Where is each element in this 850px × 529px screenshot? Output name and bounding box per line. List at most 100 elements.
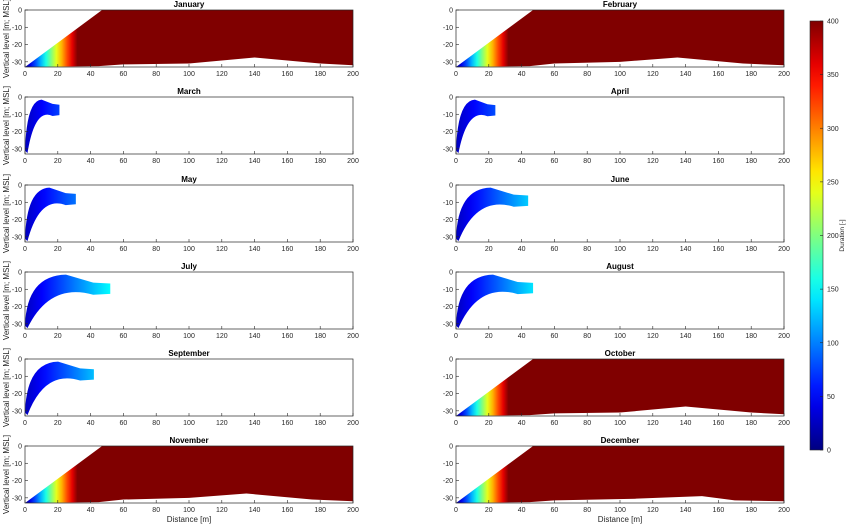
x-tick-label: 60	[551, 246, 559, 253]
colorbar-tick-label: 200	[827, 233, 839, 240]
x-tick-label: 100	[614, 158, 626, 165]
duration-plume	[456, 99, 496, 154]
x-tick-label: 80	[583, 71, 591, 78]
panel-december: 0 20 40 60 80 100 120 140 160 180 200 0 -10 -20 -30 Dec…	[443, 436, 790, 524]
panel-title: January	[174, 0, 205, 9]
panel-november: 0 20 40 60 80 100 120 140 160 180 200 0 -10 -20 -30 Nov…	[2, 435, 359, 524]
y-tick-label: -10	[12, 374, 22, 381]
x-tick-label: 20	[54, 158, 62, 165]
panel-february: 0 20 40 60 80 100 120 140 160 180 200 0 -10 -20 -30 Feb…	[443, 0, 790, 78]
x-tick-label: 0	[454, 71, 458, 78]
y-tick-label: -30	[12, 146, 22, 153]
x-tick-label: 40	[518, 246, 526, 253]
x-tick-label: 20	[485, 71, 493, 78]
y-axis-label: Vertical level [m; MSL]	[2, 261, 11, 340]
duration-plume	[456, 187, 529, 242]
x-tick-label: 200	[778, 507, 790, 514]
x-tick-label: 40	[87, 420, 95, 427]
x-tick-label: 20	[485, 333, 493, 340]
panels: 0 20 40 60 80 100 120 140 160 180 2000-10-20-30Jan…	[2, 0, 790, 524]
y-axis-label: Vertical level [m; MSL]	[2, 174, 11, 253]
x-tick-label: 180	[314, 246, 326, 253]
y-axis-label: Vertical level [m; MSL]	[2, 348, 11, 427]
x-tick-label: 180	[314, 71, 326, 78]
x-tick-label: 40	[87, 333, 95, 340]
x-tick-label: 180	[314, 420, 326, 427]
x-tick-label: 200	[347, 420, 359, 427]
y-tick-label: -30	[443, 59, 453, 66]
panel-title: June	[611, 175, 630, 184]
x-tick-label: 40	[87, 158, 95, 165]
duration-plume	[25, 274, 111, 329]
x-tick-label: 120	[216, 71, 228, 78]
y-tick-label: -20	[12, 217, 22, 224]
y-tick-label: 0	[18, 8, 22, 15]
x-tick-label: 160	[282, 246, 294, 253]
x-tick-label: 100	[183, 158, 195, 165]
y-tick-label: -20	[12, 304, 22, 311]
x-tick-label: 140	[680, 420, 692, 427]
y-tick-label: 0	[18, 95, 22, 102]
x-tick-label: 40	[518, 333, 526, 340]
x-tick-label: 160	[282, 333, 294, 340]
x-tick-label: 200	[347, 158, 359, 165]
plot-content	[25, 99, 60, 154]
x-tick-label: 40	[87, 246, 95, 253]
x-tick-label: 40	[518, 507, 526, 514]
x-tick-label: 100	[183, 333, 195, 340]
x-tick-label: 0	[23, 246, 27, 253]
y-tick-label: 0	[449, 8, 453, 15]
panel-april: 0 20 40 60 80 100 120 140 160 180 200 0 -10 -20 -30 Apr…	[443, 87, 790, 165]
plot-content	[25, 187, 76, 242]
x-tick-label: 160	[713, 420, 725, 427]
x-tick-label: 60	[551, 158, 559, 165]
x-tick-label: 80	[583, 420, 591, 427]
y-tick-label: 0	[18, 183, 22, 190]
x-tick-label: 140	[249, 420, 261, 427]
x-tick-label: 160	[713, 333, 725, 340]
x-tick-label: 120	[647, 246, 659, 253]
y-tick-label: -30	[12, 234, 22, 241]
colorbar-tick-label: 50	[827, 394, 835, 401]
y-tick-label: 0	[18, 270, 22, 277]
y-tick-label: -10	[443, 25, 453, 32]
panel-title: March	[177, 87, 201, 96]
plot-content	[25, 274, 111, 329]
x-tick-label: 60	[551, 333, 559, 340]
panel-september: 0 20 40 60 80 100 120 140 160 180 200 0 -10 -20 -30 Sep…	[2, 348, 359, 427]
x-tick-label: 40	[87, 71, 95, 78]
plot-content	[25, 10, 353, 67]
x-tick-label: 140	[249, 158, 261, 165]
x-tick-label: 120	[216, 158, 228, 165]
x-tick-label: 60	[120, 420, 128, 427]
x-tick-label: 100	[614, 71, 626, 78]
x-tick-label: 140	[680, 246, 692, 253]
x-tick-label: 20	[54, 71, 62, 78]
x-tick-label: 0	[454, 246, 458, 253]
x-tick-label: 180	[314, 333, 326, 340]
panel-october: 0 20 40 60 80 100 120 140 160 180 200 0 -10 -20 -30 Oct…	[443, 349, 790, 427]
y-tick-label: -10	[443, 200, 453, 207]
duration-plume	[456, 274, 534, 329]
duration-plume	[25, 361, 94, 416]
x-tick-label: 80	[152, 333, 160, 340]
panel-title: July	[181, 262, 198, 271]
panel-title: April	[611, 87, 629, 96]
y-tick-label: 0	[18, 357, 22, 364]
panel-title: December	[601, 436, 640, 445]
x-tick-label: 100	[183, 246, 195, 253]
x-tick-label: 20	[54, 333, 62, 340]
y-tick-label: -20	[443, 478, 453, 485]
y-tick-label: -20	[443, 217, 453, 224]
x-tick-label: 100	[614, 333, 626, 340]
y-axis-label: Vertical level [m; MSL]	[2, 86, 11, 165]
x-tick-label: 100	[183, 507, 195, 514]
duration-field	[456, 10, 784, 67]
x-tick-label: 40	[518, 158, 526, 165]
x-tick-label: 180	[745, 420, 757, 427]
panel-august: 0 20 40 60 80 100 120 140 160 180 200 0 -10 -20 -30 Aug…	[443, 262, 790, 340]
x-tick-label: 140	[680, 158, 692, 165]
x-tick-label: 100	[183, 71, 195, 78]
y-tick-label: -10	[12, 461, 22, 468]
x-tick-label: 160	[713, 246, 725, 253]
